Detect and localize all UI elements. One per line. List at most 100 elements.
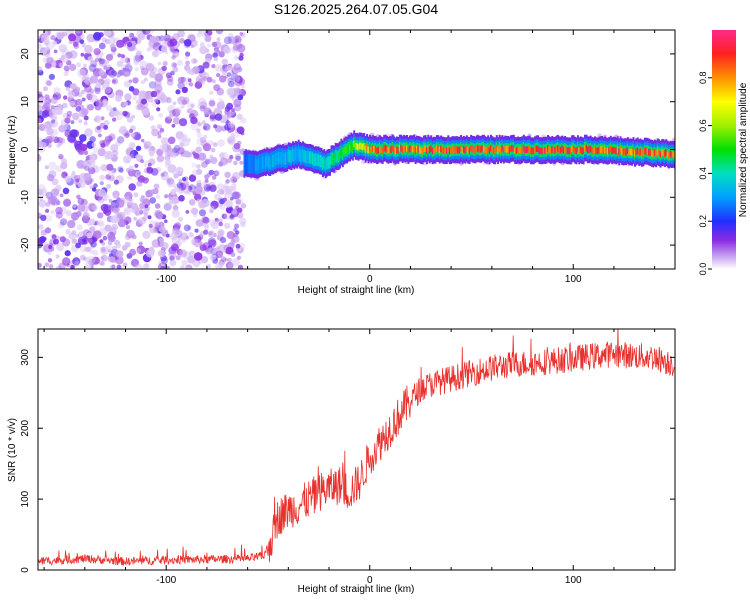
tone-cell <box>361 143 364 151</box>
noise-cell <box>147 162 152 167</box>
noise-cell <box>44 42 49 46</box>
noise-cell <box>240 117 247 124</box>
noise-cell <box>171 209 180 218</box>
tone-cell <box>329 159 331 166</box>
noise-cell <box>228 206 234 212</box>
noise-cell <box>130 258 140 267</box>
noise-cell <box>157 134 162 139</box>
noise-cell <box>225 188 233 195</box>
tone-cell <box>673 151 675 159</box>
noise-cell <box>227 77 233 83</box>
noise-cell <box>193 252 203 261</box>
noise-cell <box>83 115 89 121</box>
noise-cell <box>46 127 54 136</box>
noise-cell <box>80 89 86 95</box>
noise-cell <box>181 259 188 266</box>
noise-cell <box>83 172 92 181</box>
tone-cell <box>408 145 411 153</box>
colorbar: 0.0 0.2 0.4 0.6 0.8 Normalized spectral ampl… <box>698 30 749 275</box>
noise-cell <box>218 221 223 227</box>
noise-cell <box>55 200 61 206</box>
noise-cell <box>77 203 86 212</box>
noise-cell <box>208 169 215 176</box>
tone-cell <box>306 153 309 161</box>
tone-cell <box>488 147 491 154</box>
noise-cell <box>142 209 147 214</box>
noise-cell <box>112 193 119 200</box>
noise-cell <box>38 263 42 268</box>
noise-cell <box>198 209 207 217</box>
tone-cell <box>373 146 376 153</box>
noise-cell <box>203 123 211 131</box>
noise-cell <box>214 217 219 222</box>
noise-cell <box>185 264 193 269</box>
noise-cell <box>226 112 232 118</box>
spectrogram-heatmap <box>38 30 675 269</box>
noise-cell <box>83 246 88 252</box>
snr-ytick-label: 100 <box>20 490 31 507</box>
noise-cell <box>187 78 192 83</box>
noise-cell <box>225 179 230 184</box>
noise-cell <box>141 98 147 105</box>
tone-cell <box>633 150 636 157</box>
tone-cell <box>393 146 396 154</box>
noise-cell <box>145 30 155 35</box>
noise-cell <box>160 265 166 269</box>
noise-cell <box>172 117 181 125</box>
noise-cell <box>86 140 95 149</box>
spectrogram-ytick-label: 10 <box>20 96 31 108</box>
tone-cell <box>368 144 371 152</box>
noise-cell <box>94 87 101 95</box>
noise-cell <box>165 72 172 79</box>
tone-cell <box>495 145 498 152</box>
noise-cell <box>77 236 87 245</box>
noise-cell <box>175 107 182 114</box>
tone-cell <box>356 142 359 150</box>
noise-cell <box>123 196 131 205</box>
noise-cell <box>40 34 50 44</box>
noise-cell <box>226 72 232 77</box>
noise-cell <box>207 247 214 253</box>
noise-cell <box>106 163 114 171</box>
colorbar-tick-label: 0.2 <box>698 215 708 228</box>
noise-cell <box>233 131 240 139</box>
tone-cell <box>509 145 512 152</box>
tone-cell <box>623 148 626 155</box>
noise-cell <box>180 265 185 269</box>
tone-cell <box>460 145 463 152</box>
noise-cell <box>44 262 50 268</box>
noise-cell <box>45 214 53 222</box>
noise-cell <box>227 257 232 263</box>
noise-cell <box>229 135 236 142</box>
tone-cell <box>594 146 596 154</box>
noise-cell <box>170 243 179 252</box>
noise-cell <box>117 53 122 58</box>
noise-cell <box>140 138 145 143</box>
tone-cell <box>576 145 579 152</box>
noise-cell <box>90 178 94 183</box>
tone-cell <box>357 143 360 151</box>
noise-cell <box>128 165 134 172</box>
noise-cell <box>96 221 101 226</box>
noise-cell <box>194 184 203 194</box>
tone-cell <box>515 147 518 154</box>
noise-cell <box>169 259 177 267</box>
tone-cell <box>330 155 333 163</box>
snr-axes: -100 0 100 0 100 200 300 <box>20 329 675 586</box>
noise-cell <box>58 44 67 53</box>
noise-cell <box>195 219 204 227</box>
tone-cell <box>524 146 527 154</box>
noise-cell <box>161 257 168 265</box>
tone-cell <box>390 146 393 153</box>
noise-cell <box>104 77 111 85</box>
noise-cell <box>76 194 81 200</box>
noise-cell <box>150 90 158 98</box>
snr-plot-area <box>38 329 675 570</box>
noise-cell <box>39 236 46 243</box>
noise-cell <box>135 154 141 160</box>
noise-cell <box>202 72 210 80</box>
noise-cell <box>141 195 145 199</box>
noise-cell <box>173 229 181 237</box>
noise-cell <box>187 184 197 193</box>
